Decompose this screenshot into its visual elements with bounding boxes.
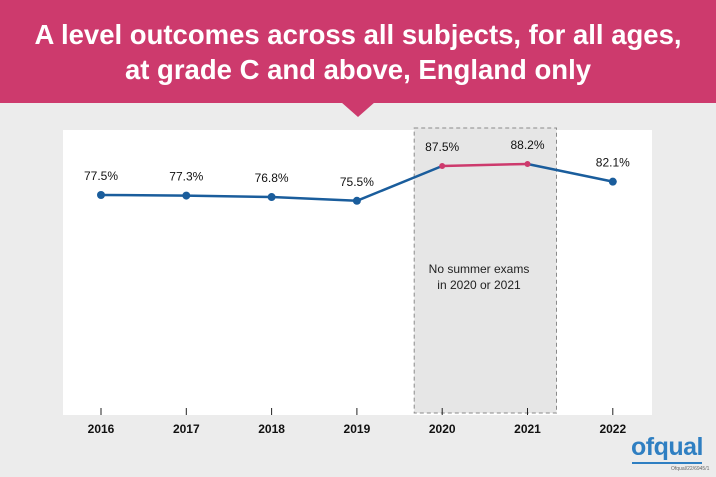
banner-pointer [341,102,375,117]
x-axis-label-2017: 2017 [173,422,200,436]
data-point-2021 [524,160,531,167]
data-point-2020 [439,163,446,169]
title-banner: A level outcomes across all subjects, fo… [0,0,716,103]
annotation-line-1: No summer exams [429,262,530,276]
ofqual-logo: ofqual [631,433,704,461]
x-axis-label-2019: 2019 [344,422,371,436]
data-label-2018: 76.8% [255,171,289,185]
data-label-2020: 87.5% [425,140,459,154]
data-label-2016: 77.5% [84,169,118,183]
chart-title-line-1: A level outcomes across all subjects, fo… [34,19,682,50]
highlight-layer [413,127,558,414]
line-segment [270,195,359,203]
annotation-line-2: in 2020 or 2021 [437,278,521,292]
data-label-2022: 82.1% [596,156,630,170]
data-label-2021: 88.2% [510,138,544,152]
data-points [97,160,617,205]
series-lines [99,162,615,203]
x-axis-label-2016: 2016 [88,422,115,436]
x-axis-labels: 2016 2017 2018 2019 2020 2021 2022 [88,422,627,436]
line-segment [526,162,615,183]
data-label-2019: 75.5% [340,175,374,189]
line-segment [185,194,273,199]
logo-underline [632,462,702,464]
x-axis-label-2022: 2022 [599,422,626,436]
no-exams-highlight-box [413,127,558,414]
data-point-2017 [182,191,191,200]
data-point-2016 [97,191,105,199]
data-point-2022 [608,177,617,186]
data-point-2019 [352,196,361,205]
line-segment [355,164,444,203]
reference-code: Ofqual/22/6945/1 [671,466,710,472]
line-segment [440,162,529,168]
x-axis-label-2020: 2020 [429,422,456,436]
data-labels: 77.5% 77.3% 76.8% 75.5% 87.5% 88.2% 82.1% [84,138,630,189]
chart-title-line-2: at grade C and above, England only [124,54,592,85]
data-label-2017: 77.3% [169,170,203,184]
x-axis-label-2018: 2018 [258,422,285,436]
line-segment [99,193,188,197]
x-axis-ticks [100,408,614,415]
data-point-2018 [267,193,276,202]
x-axis-label-2021: 2021 [514,422,541,436]
